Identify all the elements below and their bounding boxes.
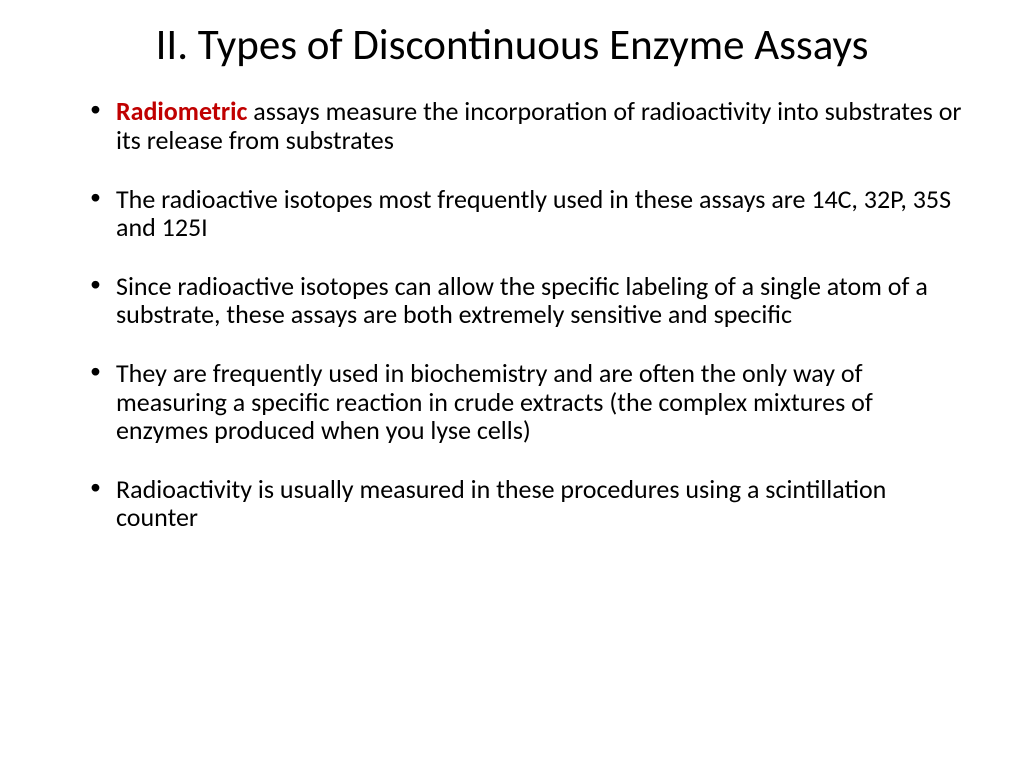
bullet-list: Radiometric assays measure the incorpora… xyxy=(60,97,964,532)
bullet-text: Radioactivity is usually measured in the… xyxy=(116,473,886,534)
bullet-item: Radioactivity is usually measured in the… xyxy=(90,475,964,532)
slide-title: II. Types of Discontinuous Enzyme Assays xyxy=(60,20,964,69)
bullet-text: Since radioactive isotopes can allow the… xyxy=(116,270,928,331)
bullet-item: Radiometric assays measure the incorpora… xyxy=(90,97,964,154)
bullet-highlight: Radiometric xyxy=(116,95,247,127)
bullet-item: Since radioactive isotopes can allow the… xyxy=(90,272,964,329)
bullet-text: They are frequently used in biochemistry… xyxy=(116,357,873,446)
bullet-item: The radioactive isotopes most frequently… xyxy=(90,185,964,242)
bullet-item: They are frequently used in biochemistry… xyxy=(90,359,964,445)
bullet-text: The radioactive isotopes most frequently… xyxy=(116,183,951,244)
